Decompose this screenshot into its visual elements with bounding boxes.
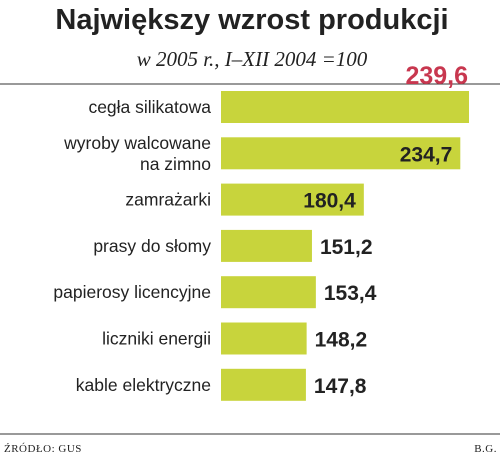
- source-note: ŹRÓDŁO: GUS: [4, 443, 82, 455]
- chart-subtitle: w 2005 r., I–XII 2004 =100: [137, 47, 368, 71]
- bar-3: [221, 229, 312, 262]
- category-label-0: cegła silikatowa: [88, 97, 211, 117]
- value-label-3: 151,2: [320, 236, 373, 259]
- bar-1: [221, 137, 461, 170]
- bar-0: [221, 91, 469, 123]
- category-label-2: zamrażarki: [125, 190, 211, 210]
- category-label-1-line-0: wyroby walcowane: [63, 133, 211, 153]
- bar-6: [221, 368, 306, 401]
- value-label-2: 180,4: [303, 190, 356, 213]
- bars-group: [221, 91, 469, 401]
- bar-4: [221, 276, 316, 309]
- category-label-3: prasy do słomy: [93, 236, 211, 256]
- value-labels-group: 239,6 234,7 180,4 151,2 153,4 148,2 147,8: [303, 62, 468, 398]
- value-label-6: 147,8: [314, 375, 367, 398]
- category-label-1-line-1: na zimno: [140, 154, 211, 174]
- chart-header: Największy wzrost produkcji w 2005 r., I…: [55, 4, 448, 71]
- category-label-6: kable elektryczne: [76, 375, 211, 395]
- author-credit: B.G.: [474, 443, 497, 455]
- value-label-4: 153,4: [324, 282, 377, 305]
- value-label-5: 148,2: [315, 329, 368, 352]
- category-label-5: liczniki energii: [102, 329, 211, 349]
- chart-title: Największy wzrost produkcji: [55, 4, 448, 36]
- value-label-1: 234,7: [400, 143, 453, 166]
- bar-5: [221, 322, 307, 355]
- category-label-4: papierosy licencyjne: [53, 282, 211, 302]
- bar-2: [221, 183, 364, 216]
- value-label-0: 239,6: [405, 62, 468, 90]
